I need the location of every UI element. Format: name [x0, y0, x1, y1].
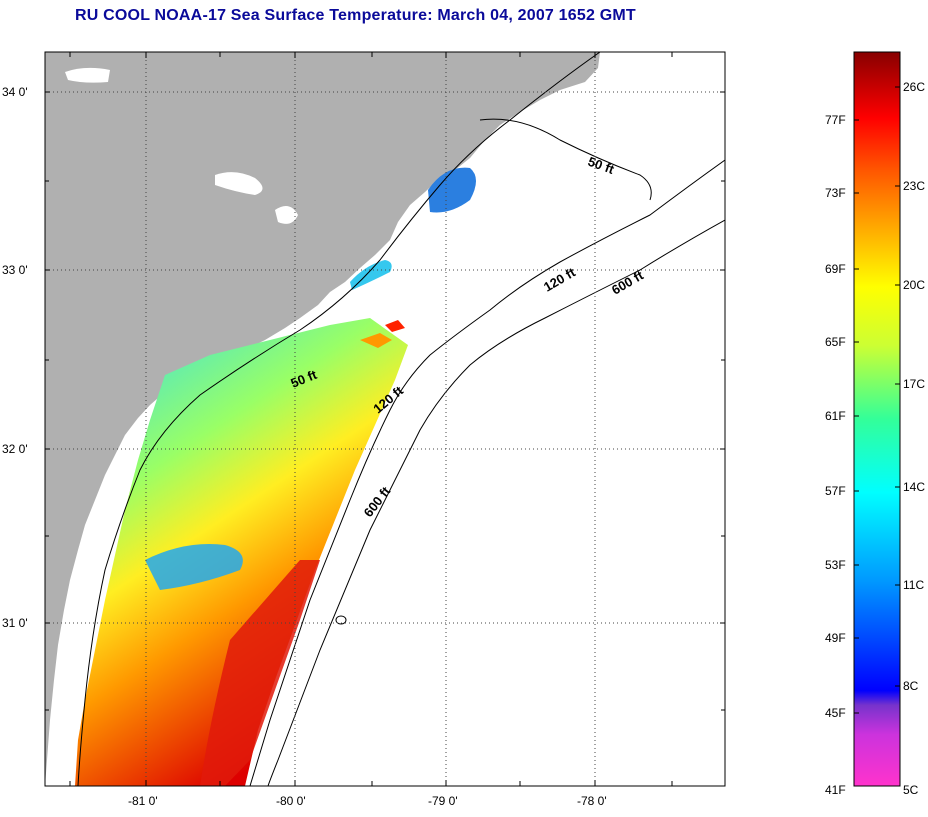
cloud-blob-2: [275, 206, 298, 224]
sst-patch-north: [428, 167, 476, 213]
colorbar-c-label-14: 14C: [903, 480, 925, 494]
sst-cool-band: [145, 544, 243, 590]
contour-small-ring: [335, 615, 347, 625]
sst-warm-core: [200, 560, 320, 786]
colorbar-c-label-26: 26C: [903, 80, 925, 94]
lat-label-33: 33 0': [2, 263, 28, 277]
colorbar-f-label-49: 49F: [825, 631, 846, 645]
contour-50ft-north: [479, 118, 652, 201]
sst-field-south: [75, 318, 408, 786]
lon-label-81: -81 0': [128, 794, 158, 808]
map-grid: [45, 52, 725, 786]
lat-label-34: 34 0': [2, 85, 28, 99]
contour-50ft: [77, 52, 601, 786]
colorbar-f-ticks: [854, 119, 859, 714]
colorbar-c-label-23: 23C: [903, 179, 925, 193]
lon-label-79: -79 0': [428, 794, 458, 808]
land-area: [45, 52, 600, 786]
colorbar-c-label-20: 20C: [903, 278, 925, 292]
colorbar-f-label-69: 69F: [825, 262, 846, 276]
colorbar-c-ticks: [895, 86, 900, 687]
sst-patch-warm: [360, 333, 392, 348]
colorbar-c-label-5: 5C: [903, 783, 919, 797]
cloud-blob-3: [65, 67, 110, 83]
sst-patch-hot: [385, 320, 405, 332]
colorbar-f-label-77: 77F: [825, 113, 846, 127]
colorbar-f-label-53: 53F: [825, 558, 846, 572]
colorbar-f-label-41: 41F: [825, 783, 846, 797]
contour-600ft: [267, 219, 725, 786]
colorbar-f-label-45: 45F: [825, 706, 846, 720]
lon-label-80: -80 0': [276, 794, 306, 808]
contour-120ft: [249, 159, 725, 786]
colorbar: [853, 51, 901, 787]
colorbar-f-label-73: 73F: [825, 186, 846, 200]
colorbar-f-label-57: 57F: [825, 484, 846, 498]
sst-patch-coast: [350, 260, 392, 290]
cloud-blob-1: [215, 172, 263, 195]
lat-label-31: 31 0': [2, 616, 28, 630]
colorbar-c-label-11: 11C: [903, 578, 924, 592]
colorbar-c-label-17: 17C: [903, 377, 925, 391]
lon-label-78: -78 0': [577, 794, 607, 808]
lat-label-32: 32 0': [2, 442, 28, 456]
map-frame: [44, 51, 726, 787]
map-title: RU COOL NOAA-17 Sea Surface Temperature:…: [75, 7, 636, 24]
colorbar-c-label-8: 8C: [903, 679, 919, 693]
colorbar-f-label-65: 65F: [825, 335, 846, 349]
colorbar-f-label-61: 61F: [825, 409, 846, 423]
axis-ticks: [45, 52, 725, 786]
